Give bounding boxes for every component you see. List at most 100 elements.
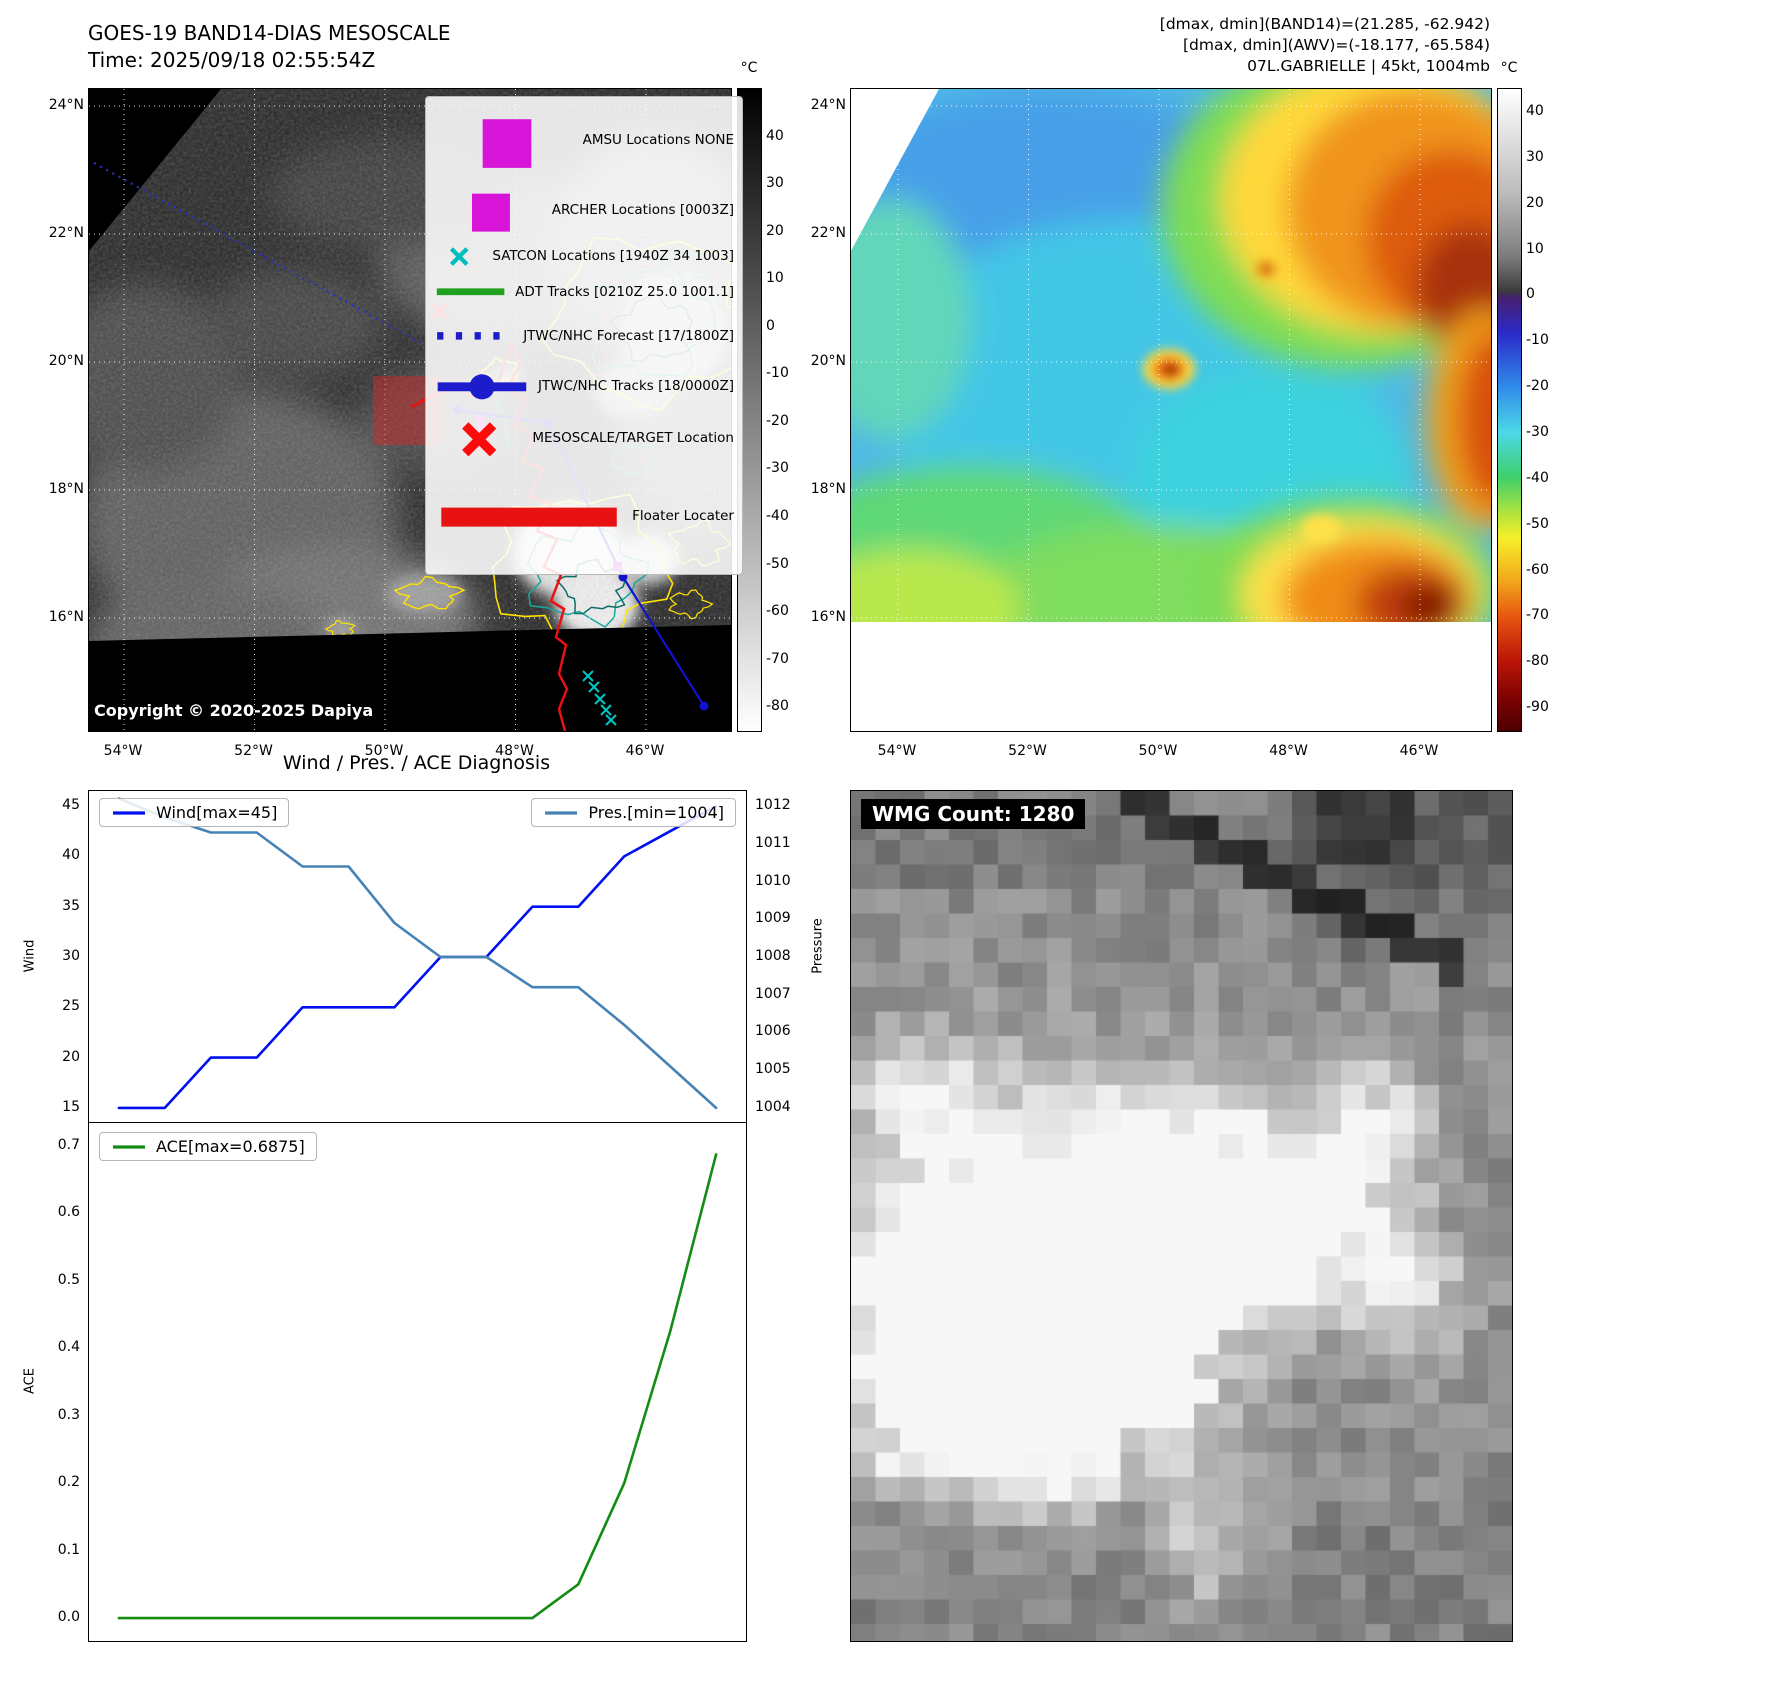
track-line-dot-icon (437, 373, 527, 399)
ace-plot (117, 1153, 718, 1620)
y-tick-label: 1005 (755, 1061, 791, 1078)
awv-header: [dmax, dmin](BAND14)=(21.285, -62.942) [… (950, 14, 1490, 77)
awv-map-panel (850, 88, 1492, 732)
legend-line-sample (545, 810, 578, 815)
legend-item-label: JTWC/NHC Forecast [17/1800Z] (523, 327, 734, 344)
y-tick-label: 30 (62, 948, 80, 964)
lon-tick-label: 50°W (1138, 743, 1178, 759)
lat-tick-label: 16°N (810, 609, 846, 625)
colorbar-tick-label: -10 (766, 365, 789, 382)
lon-tick-label: 52°W (234, 743, 273, 759)
colorbar-tick-label: -10 (1526, 332, 1549, 349)
colorbar-tick-label: -50 (766, 555, 789, 572)
y-tick-label: 45 (62, 797, 80, 814)
colorbar-tick-label: -80 (1526, 653, 1549, 670)
floater-line-icon (441, 507, 617, 527)
lon-tick-label: 46°W (1399, 743, 1439, 759)
y-tick-label: 1006 (755, 1023, 791, 1040)
colorbar-tick-label: -70 (766, 650, 789, 667)
band14-colorbar-unit: °C (740, 60, 758, 76)
colorbar-tick-label: 30 (1526, 148, 1544, 165)
y-tick-label: 0.3 (57, 1406, 80, 1423)
colorbar-tick-label: -20 (766, 412, 789, 429)
colorbar-tick-label: 40 (766, 127, 784, 144)
band14-legend: AMSU Locations NONE ARCHER Locations [000… (425, 96, 743, 576)
legend-item-label: MESOSCALE/TARGET Location (532, 430, 734, 447)
colorbar-tick-label: -50 (1526, 515, 1549, 532)
pressure-axis-label: Pressure (810, 918, 826, 974)
lat-tick-label: 20°N (810, 353, 846, 369)
satcon-markers (582, 670, 617, 726)
lon-tick-label: 54°W (877, 743, 917, 759)
colorbar-tick-label: 0 (1526, 286, 1535, 303)
colorbar-tick-label: -60 (1526, 561, 1549, 578)
copyright-label: Copyright © 2020-2025 Dapiya (94, 701, 374, 720)
band14-lon-axis: 54°W 52°W 50°W 48°W 46°W (88, 742, 730, 762)
awv-lon-axis: 54°W 52°W 50°W 48°W 46°W (850, 742, 1490, 762)
series-line (117, 1153, 718, 1620)
colorbar-tick-label: 0 (766, 317, 775, 334)
ace-chart: ACE[max=0.6875] (88, 1122, 747, 1642)
legend-item: ADT Tracks [0210Z 25.0 1001.1] (434, 272, 734, 311)
y-tick-label: 1010 (755, 872, 791, 889)
y-tick-label: 0.6 (57, 1204, 80, 1221)
wind-axis-ticks: 15 20 25 30 35 40 45 (38, 790, 84, 1122)
colorbar-tick-label: -40 (1526, 469, 1549, 486)
y-tick-label: 25 (62, 998, 80, 1015)
awv-colorbar-unit: °C (1500, 60, 1518, 76)
colorbar-tick-label: -20 (1526, 378, 1549, 395)
chart-legend-label: ACE[max=0.6875] (156, 1137, 305, 1156)
y-tick-label: 1011 (755, 834, 791, 851)
chart-legend: Pres.[min=1004] (531, 798, 736, 827)
wind-pressure-chart: Wind[max=45] Pres.[min=1004] (88, 790, 747, 1124)
diagnosis-title: Wind / Pres. / ACE Diagnosis (282, 752, 551, 774)
y-tick-label: 40 (62, 847, 80, 864)
colorbar-tick-label: -80 (766, 698, 789, 715)
colorbar-tick-label: 30 (766, 175, 784, 192)
series-line (117, 804, 718, 1110)
colorbar-tick-label: -70 (1526, 607, 1549, 624)
awv-colorbar (1497, 88, 1522, 732)
wind-axis-label: Wind (22, 939, 38, 973)
colorbar-tick-label: 40 (1526, 102, 1544, 119)
y-tick-label: 1007 (755, 985, 791, 1002)
lon-tick-label: 52°W (1008, 743, 1047, 759)
colorbar-tick-label: 20 (1526, 194, 1544, 211)
y-tick-label: 20 (62, 1048, 80, 1065)
band14-colorbar-ticks: 40 30 20 10 0 -10 -20 -30 -40 -50 -60 -70 -80 (766, 88, 810, 730)
awv-data-field (851, 89, 1491, 622)
colorbar-tick-label: -60 (766, 603, 789, 620)
chart-legend: Wind[max=45] (99, 798, 290, 827)
colorbar-tick-label: -40 (766, 508, 789, 524)
y-tick-label: 0.2 (57, 1474, 80, 1491)
colorbar-tick-label: -30 (766, 460, 789, 477)
lat-tick-label: 18°N (810, 481, 846, 497)
lat-tick-label: 24°N (48, 97, 84, 113)
latlon-grid (851, 89, 1491, 731)
colorbar-tick-label: 10 (766, 270, 784, 287)
y-tick-label: 0.5 (57, 1271, 80, 1288)
satcon-x-icon (449, 247, 469, 266)
target-x-icon (462, 421, 497, 457)
awv-dmax-dmin: [dmax, dmin](AWV)=(-18.177, -65.584) (1183, 36, 1490, 54)
lat-tick-label: 22°N (810, 225, 846, 241)
legend-item-label: SATCON Locations [1940Z 34 1003] (492, 247, 734, 264)
chart-legend-label: Wind[max=45] (156, 803, 278, 822)
lat-tick-label: 16°N (48, 609, 84, 625)
colorbar-tick-label: -30 (1526, 423, 1549, 440)
y-tick-label: 0.0 (57, 1609, 80, 1626)
colorbar-tick-label: 20 (766, 222, 784, 239)
small-warm-spots (1143, 260, 1341, 543)
wmg-pixel-image (851, 791, 1512, 1641)
legend-item: JTWC/NHC Forecast [17/1800Z] (434, 314, 734, 358)
legend-item-label: ADT Tracks [0210Z 25.0 1001.1] (515, 283, 734, 300)
lat-tick-label: 20°N (48, 353, 84, 369)
band14-product-title: GOES-19 BAND14-DIAS MESOSCALE (88, 21, 451, 45)
lat-tick-label: 24°N (810, 97, 846, 113)
band14-time-label: Time: 2025/09/18 02:55:54Z (88, 48, 376, 72)
y-tick-label: 35 (62, 897, 80, 914)
legend-line-sample (113, 810, 145, 815)
awv-lat-axis: 24°N 22°N 20°N 18°N 16°N (800, 88, 846, 730)
band14-lat-axis: 24°N 22°N 20°N 18°N 16°N (38, 88, 84, 730)
